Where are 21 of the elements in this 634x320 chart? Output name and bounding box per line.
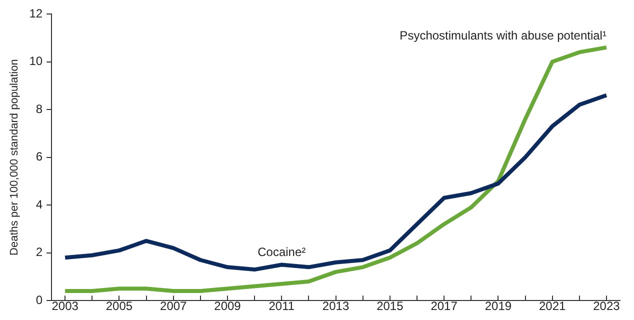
y-tick-label: 12 (29, 6, 43, 20)
x-tick-label: 2005 (106, 299, 133, 314)
y-tick-label: 8 (36, 102, 43, 116)
x-tick-label: 2009 (214, 299, 242, 314)
x-tick-label: 2003 (52, 299, 79, 314)
x-tick-label: 2011 (268, 299, 295, 314)
x-tick-label: 2023 (593, 299, 620, 314)
x-tick-label: 2015 (376, 299, 404, 314)
x-tick-label: 2013 (322, 299, 350, 314)
y-tick-label: 4 (36, 197, 43, 212)
x-tick-label: 2019 (484, 299, 512, 314)
y-axis-title: Deaths per 100,000 standard population (8, 59, 21, 256)
series-label: Psychostimulants with abuse potential¹ (400, 28, 606, 43)
y-tick-label: 2 (36, 245, 43, 260)
y-tick-label: 6 (36, 150, 43, 164)
y-tick-label: 0 (36, 292, 43, 307)
y-tick-label: 10 (29, 54, 43, 68)
x-tick-label: 2021 (538, 299, 566, 314)
x-tick-label: 2007 (160, 299, 188, 314)
x-tick-label: 2017 (430, 299, 458, 314)
series-label: Cocaine² (258, 245, 306, 260)
